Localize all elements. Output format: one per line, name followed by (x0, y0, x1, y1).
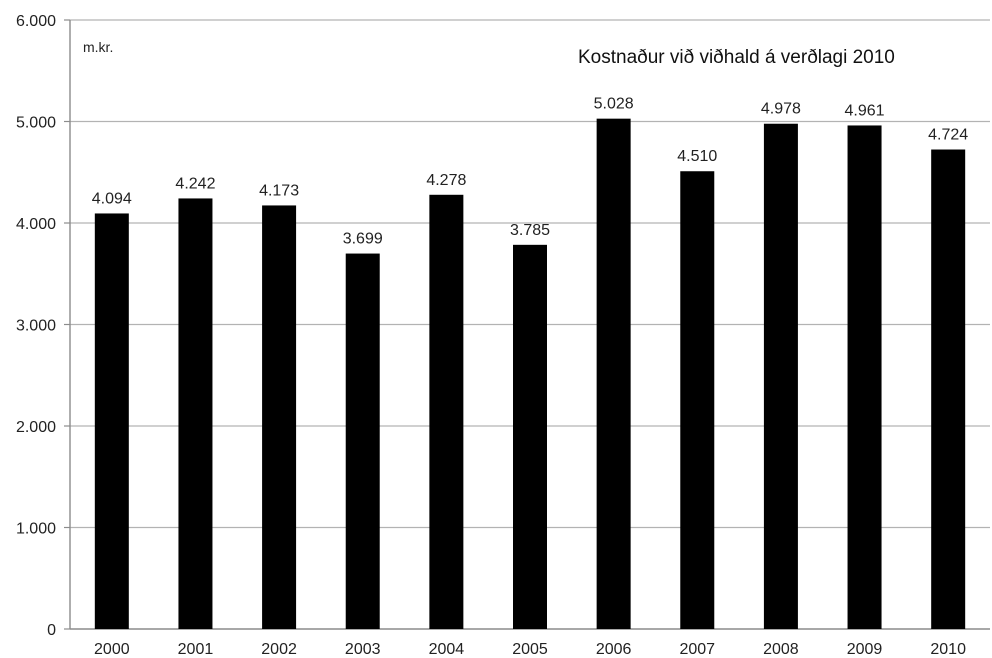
y-tick-label: 3.000 (16, 318, 56, 335)
data-label-2007: 4.510 (677, 148, 717, 165)
x-tick-label: 2001 (178, 641, 214, 658)
data-label-2002: 4.173 (259, 182, 299, 199)
y-tick-label: 4.000 (16, 216, 56, 233)
x-tick-label: 2003 (345, 641, 381, 658)
bar-2007 (680, 171, 715, 630)
x-tick-label: 2004 (429, 641, 465, 658)
y-tick-label: 0 (47, 622, 56, 639)
data-label-2009: 4.961 (845, 102, 885, 119)
data-label-2005: 3.785 (510, 222, 550, 239)
data-label-2008: 4.978 (761, 101, 801, 118)
data-label-2004: 4.278 (426, 172, 466, 189)
tick-labels: 0 1.000 2.000 3.000 4.000 5.000 6.000 2000 2001 2… (16, 13, 966, 658)
bar-2008 (763, 123, 798, 629)
y-tick-label: 5.000 (16, 115, 56, 132)
bar-2005 (513, 244, 547, 629)
bar-2003 (345, 253, 380, 629)
data-labels: 4.094 4.242 4.173 3.699 4.278 3.785 5.028 4.510… (92, 96, 969, 248)
x-tick-label: 2008 (763, 641, 799, 658)
bar-2000 (94, 213, 129, 630)
data-label-2006: 5.028 (594, 96, 634, 113)
x-tick-label: 2000 (94, 641, 130, 658)
x-tick-label: 2010 (930, 641, 966, 658)
bar-2006 (596, 118, 631, 630)
data-label-2000: 4.094 (92, 190, 132, 207)
x-tick-label: 2009 (847, 641, 883, 658)
x-tick-label: 2005 (512, 641, 548, 658)
data-label-2010: 4.724 (928, 127, 968, 144)
data-label-2001: 4.242 (175, 175, 215, 192)
y-tick-label: 2.000 (16, 419, 56, 436)
bars (94, 118, 966, 630)
bar-2002 (262, 205, 297, 630)
x-tick-label: 2007 (679, 641, 715, 658)
chart-title: Kostnaður við viðhald á verðlagi 2010 (578, 47, 895, 68)
y-tick-label: 1.000 (16, 521, 56, 538)
unit-label: m.kr. (83, 39, 113, 55)
x-tick-label: 2006 (596, 641, 632, 658)
bar-2010 (931, 149, 966, 629)
y-tick-label: 6.000 (16, 13, 56, 30)
bar-2001 (178, 198, 213, 629)
data-label-2003: 3.699 (343, 231, 383, 248)
x-tick-label: 2002 (261, 641, 297, 658)
bar-2009 (847, 125, 882, 630)
bar-2004 (429, 194, 464, 629)
